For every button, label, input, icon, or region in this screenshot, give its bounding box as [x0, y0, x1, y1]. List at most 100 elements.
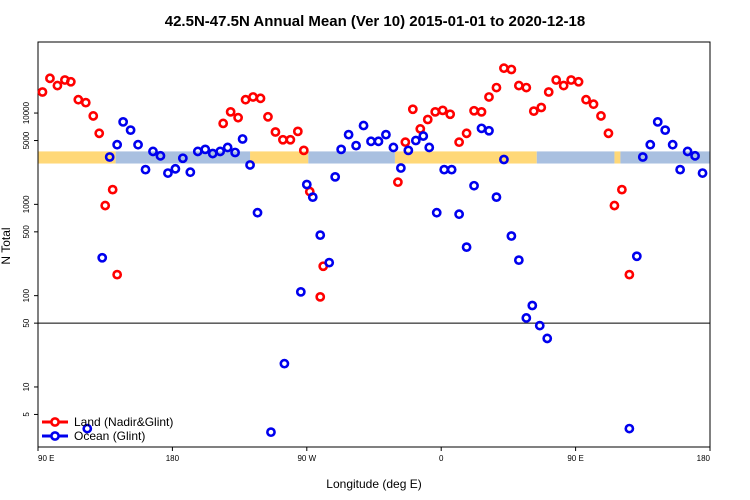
data-point — [616, 184, 627, 195]
data-point — [148, 146, 158, 157]
legend-marker — [50, 417, 60, 427]
x-axis: 90 E 180 90 W 0 90 E 180 — [37, 447, 711, 463]
data-point — [278, 134, 288, 145]
y-tick-label: 10 — [22, 382, 31, 391]
data-point — [266, 427, 276, 438]
data-point — [418, 131, 429, 141]
data-point — [596, 111, 606, 121]
data-point — [534, 320, 545, 331]
y-tick-label: 50 — [22, 318, 31, 327]
x-tick-label: 180 — [166, 454, 180, 463]
data-point — [185, 167, 196, 178]
x-tick-label: 180 — [697, 454, 711, 463]
data-point — [439, 164, 450, 175]
data-point — [476, 123, 487, 134]
data-point — [506, 231, 517, 241]
data-point — [603, 128, 614, 139]
y-axis: 5 10 50 100 500 1000 5000 10000 — [22, 101, 38, 417]
data-point — [667, 139, 678, 150]
data-point — [301, 179, 312, 190]
legend-label: Land (Nadir&Glint) — [74, 415, 173, 429]
data-point — [551, 75, 562, 85]
data-point — [527, 300, 538, 311]
data-point — [292, 126, 303, 137]
data-point — [104, 152, 115, 162]
band-ocean-segment — [308, 151, 395, 164]
data-point — [80, 97, 91, 108]
data-point — [315, 291, 326, 302]
data-point — [521, 313, 532, 323]
data-point — [407, 104, 418, 115]
data-point — [446, 164, 457, 175]
data-point — [690, 150, 700, 161]
y-axis-label: N Total — [0, 227, 13, 264]
data-point — [155, 150, 166, 161]
data-points — [37, 63, 708, 438]
y-tick-label: 100 — [22, 288, 31, 302]
data-point — [410, 135, 421, 146]
data-point — [581, 94, 591, 105]
data-point — [513, 255, 524, 266]
data-point — [445, 109, 456, 120]
data-point — [218, 118, 229, 129]
data-point — [88, 111, 99, 121]
data-point — [624, 423, 635, 434]
y-tick-label: 10000 — [22, 101, 31, 124]
data-point — [263, 111, 273, 122]
data-point — [222, 142, 233, 153]
data-point — [542, 333, 553, 344]
data-point — [177, 153, 188, 164]
data-point — [536, 102, 547, 113]
data-point — [499, 63, 509, 74]
data-point — [476, 106, 487, 117]
data-point — [652, 116, 663, 127]
band-land-segment — [614, 151, 621, 164]
data-point — [461, 242, 472, 253]
data-point — [324, 257, 335, 268]
band-land-segment — [38, 151, 116, 164]
y-tick-label: 500 — [22, 225, 31, 239]
data-point — [215, 146, 226, 157]
x-tick-label: 90 E — [567, 454, 583, 463]
data-point — [97, 252, 108, 263]
y-tick-label: 5 — [22, 412, 31, 417]
data-point — [366, 136, 376, 147]
data-point — [697, 168, 708, 178]
data-point — [118, 116, 129, 127]
data-point — [373, 136, 384, 147]
data-point — [351, 140, 361, 151]
series-land — [37, 63, 635, 302]
data-point — [437, 105, 448, 116]
data-point — [133, 139, 143, 150]
data-point — [45, 73, 55, 84]
data-point — [461, 128, 472, 139]
data-point — [336, 144, 347, 155]
data-point — [298, 145, 309, 156]
data-point — [200, 144, 211, 155]
data-point — [645, 139, 656, 150]
data-point — [558, 80, 569, 91]
data-point — [163, 168, 173, 178]
data-point — [245, 160, 255, 170]
data-point — [233, 112, 244, 123]
series-ocean — [82, 116, 708, 438]
data-point — [499, 154, 509, 165]
data-point — [358, 120, 369, 131]
data-point — [381, 129, 391, 140]
x-tick-label: 0 — [439, 454, 444, 463]
data-point — [330, 171, 341, 182]
band-land-segment — [394, 151, 537, 164]
data-point — [400, 137, 411, 148]
data-point — [491, 192, 502, 203]
data-point — [279, 358, 290, 369]
data-point — [484, 92, 494, 102]
data-point — [388, 142, 399, 153]
data-point — [252, 207, 263, 218]
data-point — [521, 82, 532, 93]
legend-label: Ocean (Glint) — [74, 429, 145, 443]
data-point — [469, 180, 479, 191]
data-point — [315, 230, 326, 241]
data-point — [430, 106, 441, 117]
y-tick-label: 5000 — [22, 131, 31, 149]
